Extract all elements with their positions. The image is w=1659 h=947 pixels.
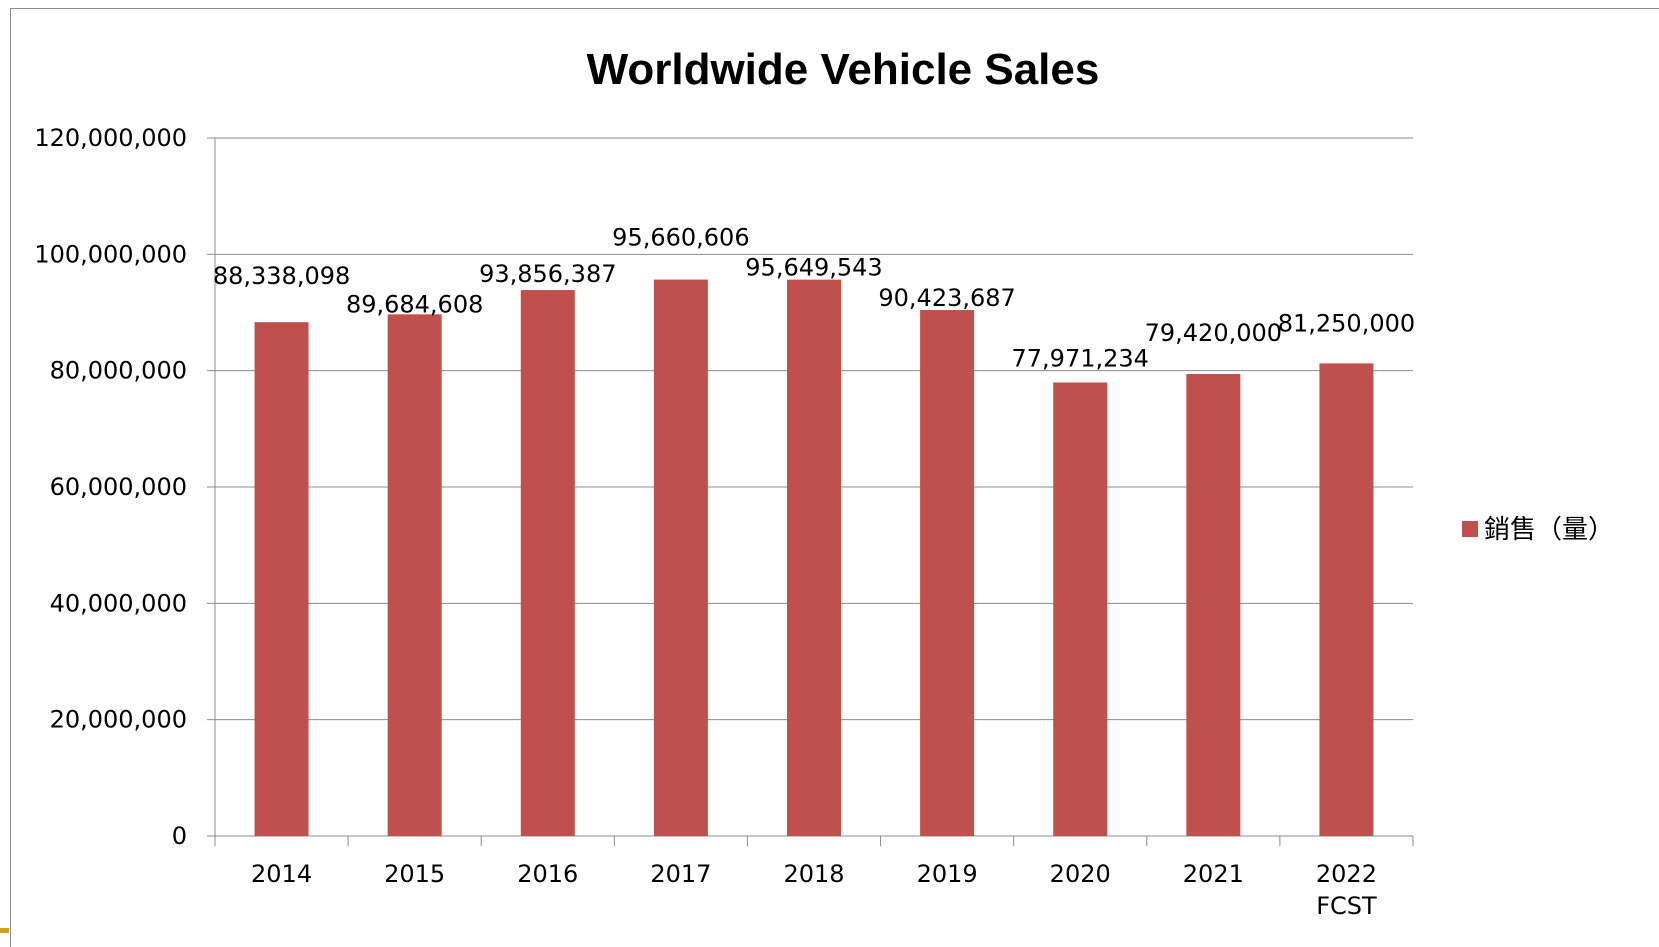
x-tick-label: 2016 xyxy=(517,860,578,888)
x-tick-label: 2017 xyxy=(650,860,711,888)
legend: 銷售（量） xyxy=(1462,515,1614,545)
bar xyxy=(254,322,309,836)
data-label: 77,971,234 xyxy=(1012,344,1149,372)
y-tick-label: 120,000,000 xyxy=(34,124,187,152)
slide-accent-mark xyxy=(0,928,9,933)
chart-title: Worldwide Vehicle Sales xyxy=(587,45,1100,94)
y-tick-label: 0 xyxy=(172,822,187,850)
bar xyxy=(520,290,575,836)
data-label: 93,856,387 xyxy=(479,260,616,288)
y-tick-label: 40,000,000 xyxy=(50,589,187,617)
chart-frame xyxy=(10,8,1659,947)
x-tick-label: 2022 FCST xyxy=(1316,860,1377,920)
y-tick-label: 100,000,000 xyxy=(34,240,187,268)
bar xyxy=(1186,374,1241,836)
x-tick-label: 2019 xyxy=(917,860,978,888)
bar xyxy=(653,279,708,837)
data-label: 79,420,000 xyxy=(1145,319,1282,347)
data-label: 89,684,608 xyxy=(346,290,483,318)
bar xyxy=(920,310,975,837)
x-tick-label: 2018 xyxy=(783,860,844,888)
data-label: 81,250,000 xyxy=(1278,309,1415,337)
data-label: 95,649,543 xyxy=(745,254,882,282)
data-label: 95,660,606 xyxy=(612,224,749,252)
x-tick-label: 2014 xyxy=(251,860,312,888)
legend-label: 銷售（量） xyxy=(1484,515,1614,545)
y-tick-label: 20,000,000 xyxy=(50,706,187,734)
y-tick-label: 80,000,000 xyxy=(50,357,187,385)
y-tick-label: 60,000,000 xyxy=(50,473,187,501)
x-tick-label: 2021 xyxy=(1183,860,1244,888)
data-label: 90,423,687 xyxy=(878,284,1015,312)
bar xyxy=(1319,363,1374,836)
bar xyxy=(387,314,442,836)
x-tick-label: 2020 xyxy=(1050,860,1111,888)
bar xyxy=(787,279,841,836)
data-label: 88,338,098 xyxy=(213,262,350,290)
bars xyxy=(254,279,1374,837)
x-tick-label: 2015 xyxy=(384,860,445,888)
bar xyxy=(1053,382,1108,836)
legend-swatch xyxy=(1462,521,1478,537)
axes: 0 20,000,000 40,000,000 60,000,000 80,000,00… xyxy=(34,124,1414,920)
